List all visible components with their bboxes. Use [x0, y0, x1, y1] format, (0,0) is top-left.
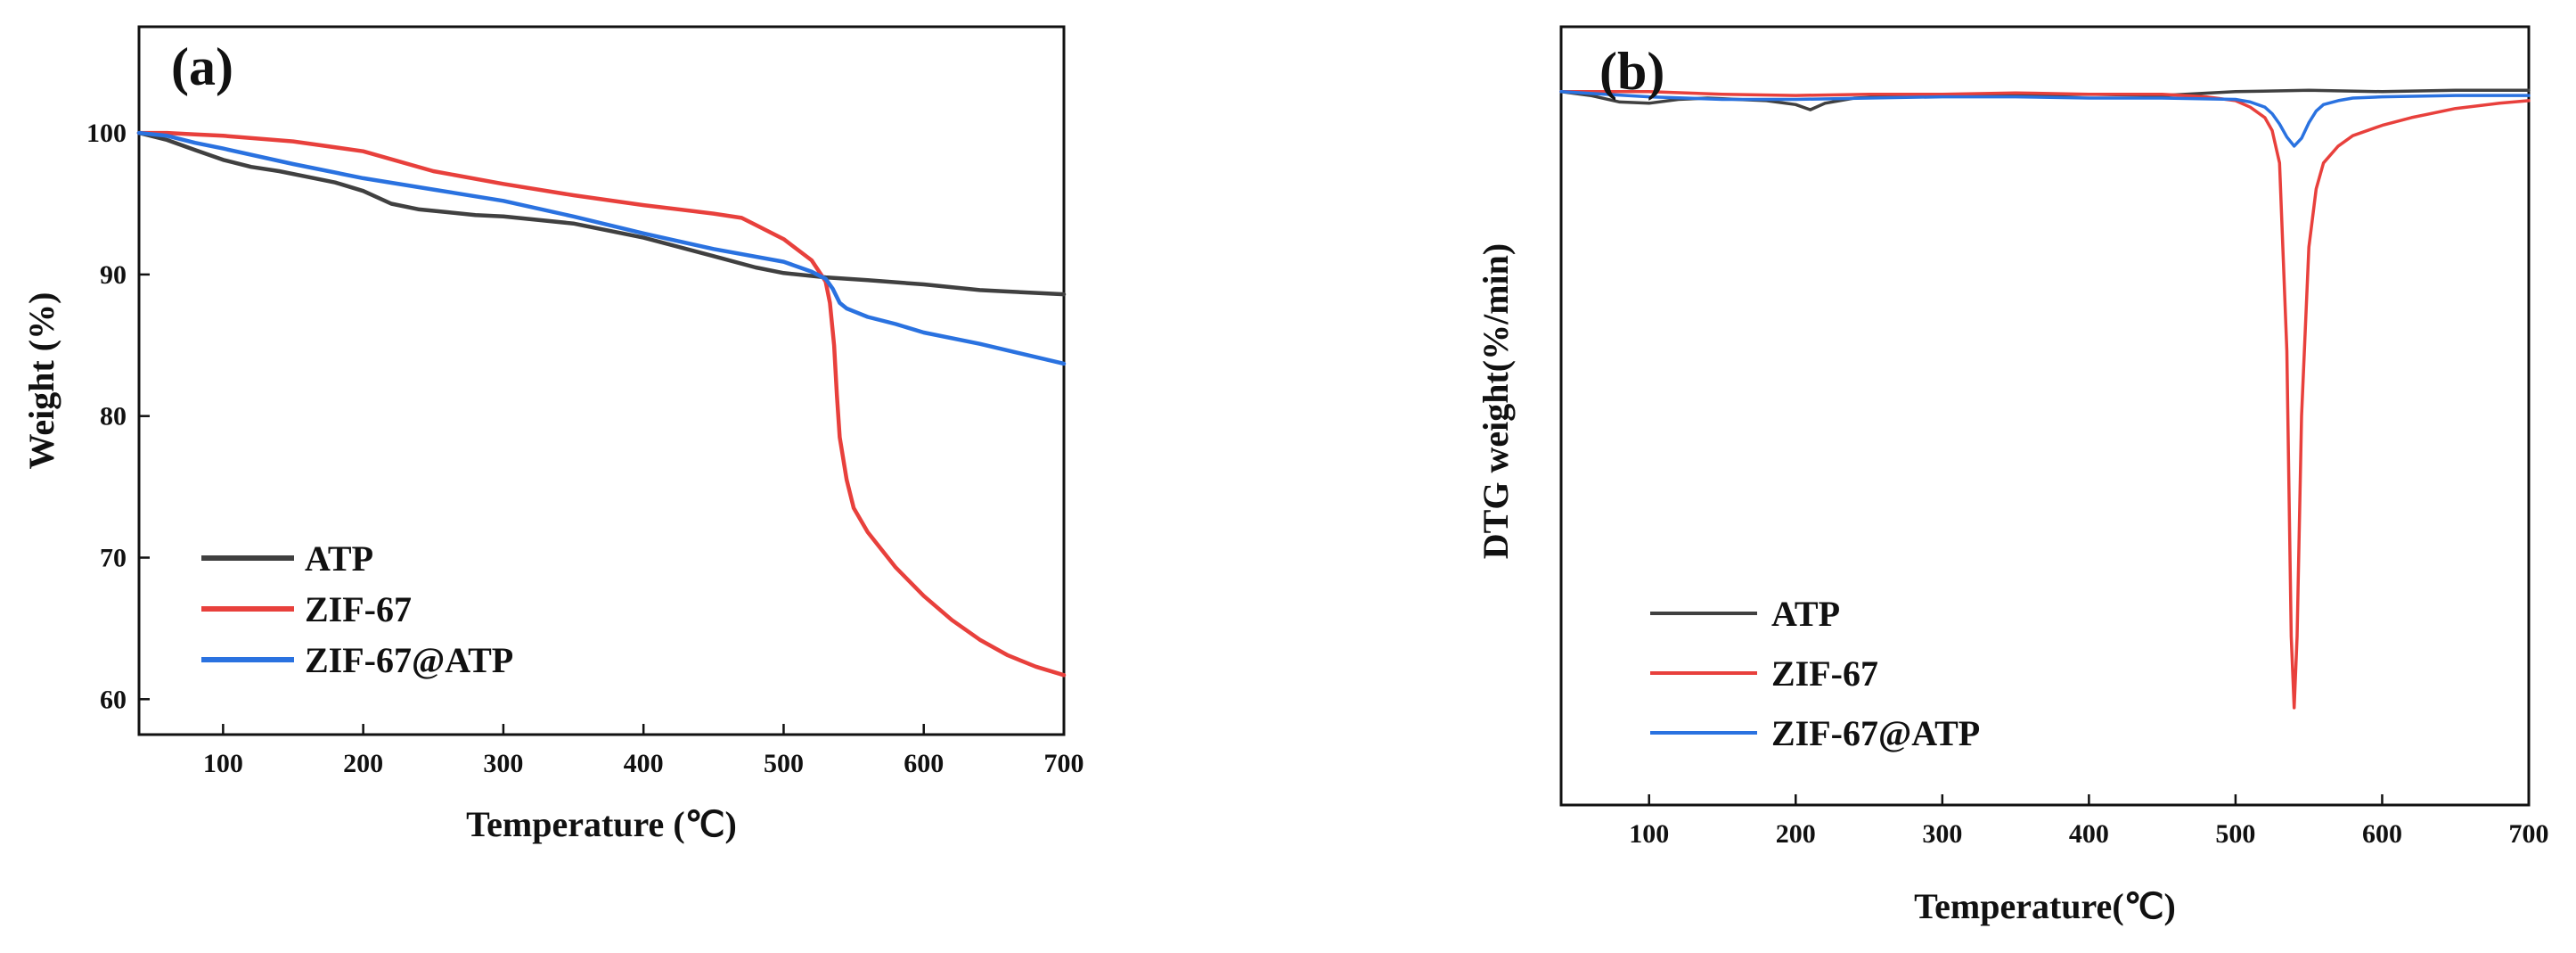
x-tick-label-b: 600 [2362, 819, 2402, 849]
series-line-zif-67-a [136, 130, 1067, 678]
series-line-atp-a [136, 130, 1067, 297]
legend-a: ATP ZIF-67 ZIF-67@ATP [201, 538, 513, 680]
y-axis-title-a: Weight (%) [21, 292, 61, 470]
x-tick-label-a: 300 [483, 749, 523, 778]
y-axis-title-b: DTG weight(%/min) [1476, 243, 1516, 559]
x-tick-label-b: 300 [1922, 819, 1962, 849]
legend-label-zif67-a: ZIF-67 [305, 589, 412, 629]
series-line-zif-67-atp-b [1559, 90, 2531, 148]
x-tick-label-a: 700 [1044, 749, 1084, 778]
ticks-b: 100 200 300 400 500 600 700 [1629, 794, 2549, 849]
series-group-a [136, 130, 1067, 678]
panel-b: 100 200 300 400 500 600 700 (b) Temperature(℃)… [1476, 25, 2549, 926]
x-tick-label-a: 400 [624, 749, 664, 778]
x-tick-label-b: 500 [2215, 819, 2255, 849]
legend-b: ATP ZIF-67 ZIF-67@ATP [1650, 594, 1980, 753]
x-tick-label-a: 500 [764, 749, 804, 778]
plot-frame-b [1559, 25, 2531, 807]
series-line-zif-67-atp-a [136, 130, 1067, 366]
panel-label-b: (b) [1599, 42, 1664, 101]
x-axis-title-b: Temperature(℃) [1914, 886, 2176, 926]
y-tick-label-a: 100 [86, 119, 127, 148]
ticks-a: 100 200 300 400 500 600 700 60 70 80 90 100 [86, 119, 1084, 778]
x-tick-label-a: 200 [343, 749, 383, 778]
y-tick-label-a: 60 [100, 685, 127, 714]
y-tick-label-a: 80 [100, 402, 127, 431]
legend-label-zif67-b: ZIF-67 [1771, 653, 1878, 694]
x-tick-label-b: 700 [2509, 819, 2549, 849]
plot-frame-a [137, 25, 1066, 736]
x-tick-label-b: 100 [1629, 819, 1669, 849]
legend-label-atp-b: ATP [1771, 594, 1840, 634]
legend-label-atp-a: ATP [305, 538, 373, 579]
y-tick-label-a: 90 [100, 260, 127, 290]
legend-label-zif67atp-b: ZIF-67@ATP [1771, 713, 1980, 753]
y-tick-label-a: 70 [100, 544, 127, 573]
x-tick-label-b: 200 [1776, 819, 1816, 849]
panel-label-a: (a) [171, 37, 233, 96]
series-line-zif-67-b [1559, 90, 2531, 710]
panel-a: 100 200 300 400 500 600 700 60 70 80 90 100 (a) Tem… [21, 25, 1084, 844]
x-tick-label-a: 100 [203, 749, 243, 778]
x-axis-title-a: Temperature (℃) [466, 804, 737, 844]
x-tick-label-a: 600 [904, 749, 944, 778]
legend-label-zif67atp-a: ZIF-67@ATP [305, 640, 513, 680]
x-tick-label-b: 400 [2069, 819, 2109, 849]
series-group-b [1559, 88, 2531, 710]
